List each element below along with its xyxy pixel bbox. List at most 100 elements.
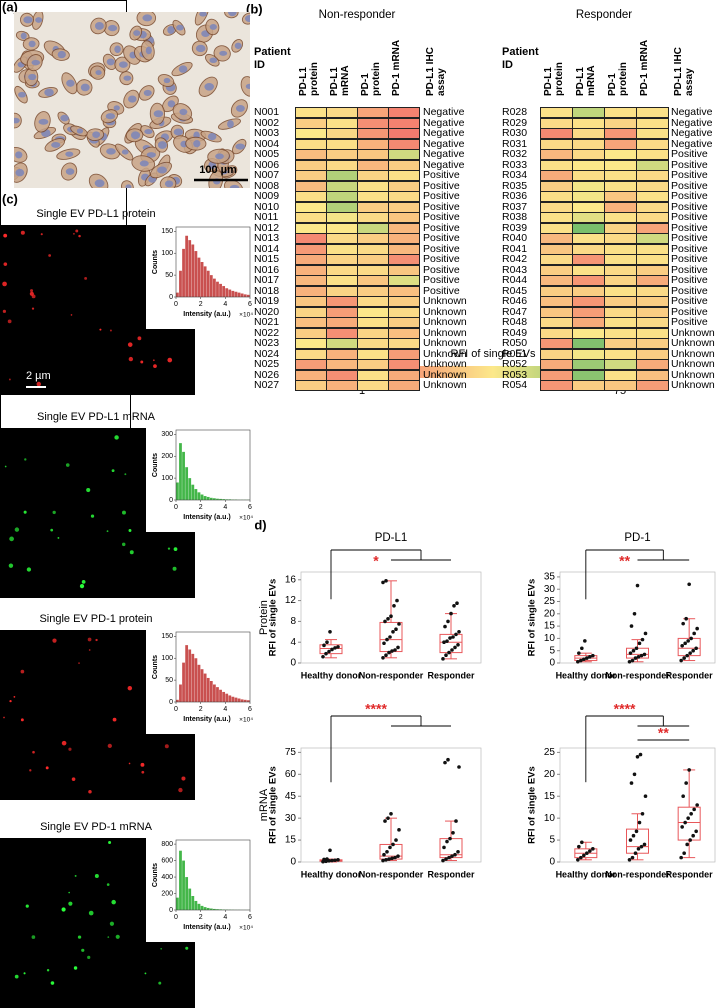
heatmap-cell [388, 107, 420, 119]
panel-label: (b) [246, 1, 263, 16]
heatmap-cell [388, 338, 420, 350]
ev-dot [87, 637, 92, 642]
ev-dot [107, 936, 110, 938]
ev-dot [3, 233, 8, 238]
ev-dot [167, 547, 171, 550]
hist-bar [213, 684, 216, 702]
ihc-status: Unknown [423, 337, 467, 349]
ev-dot [152, 359, 155, 362]
hist-bar [194, 489, 198, 500]
data-point [687, 768, 691, 772]
data-point [441, 657, 445, 661]
ev-dot [57, 536, 60, 539]
heatmap-cell [357, 233, 389, 245]
data-point [684, 781, 688, 785]
ev-dot [25, 904, 29, 908]
data-point [333, 858, 337, 863]
chart-title: PD-1 [624, 532, 650, 544]
y-axis-label: Counts [152, 863, 159, 887]
ihc-status: Positive [671, 242, 708, 255]
hist-bar [228, 695, 232, 702]
patient-id: N025 [254, 358, 280, 370]
data-point [691, 648, 695, 653]
data-point [395, 598, 399, 603]
heatmap-cell [540, 296, 573, 308]
hist-bar [216, 498, 219, 500]
data-point [322, 857, 326, 862]
image-title: Single EV PD-L1 protein [36, 208, 155, 220]
heatmap-cell [388, 348, 420, 360]
ihc-status: Negative [671, 106, 713, 118]
ihc-status: Positive [423, 211, 460, 223]
data-point [447, 855, 451, 860]
heatmap-cell [540, 243, 573, 255]
ev-dot [90, 514, 95, 518]
patient-id: N009 [254, 190, 280, 202]
y-tick-label: 25 [544, 747, 556, 758]
heatmap-cell [636, 317, 669, 329]
ev-dot [78, 234, 81, 238]
x-axis-label: Intensity (a.u.) [183, 311, 230, 318]
ihc-status: Negative [671, 116, 713, 129]
hist-bar [216, 281, 219, 297]
ev-dot [8, 563, 14, 568]
heatmap-cell [604, 359, 637, 371]
hist-bar [191, 653, 195, 702]
data-point [381, 858, 385, 863]
data-point [582, 657, 586, 662]
data-point [457, 765, 461, 769]
data-point [381, 656, 385, 660]
hist-bar [191, 244, 195, 297]
data-point [683, 820, 687, 825]
data-point [681, 794, 685, 799]
ev-dot [40, 233, 43, 236]
data-point [330, 858, 334, 863]
heatmap-cell [540, 338, 573, 350]
y-tick-label: 200 [161, 453, 173, 460]
hist-bar [191, 896, 195, 910]
y-tick-label: 25 [544, 596, 556, 607]
data-point [391, 842, 395, 847]
heatmap-cell [604, 264, 637, 276]
ev-dot [70, 314, 73, 316]
heatmap-cell [540, 107, 573, 119]
data-point [591, 847, 595, 851]
ihc-status: Negative [671, 137, 713, 150]
data-point [642, 842, 647, 847]
data-point [385, 637, 389, 642]
heatmap-cell [295, 254, 327, 266]
heatmap-cell [572, 296, 605, 308]
ev-dot [109, 921, 115, 926]
data-point [382, 852, 386, 857]
y-tick-label: 30 [285, 813, 297, 824]
hist-bar [219, 283, 222, 297]
ev-dot [29, 291, 34, 296]
heatmap-cell [295, 159, 327, 171]
colorbar-title: RFI of single EVs [451, 348, 536, 360]
patient-id: N011 [254, 211, 279, 223]
data-point [382, 641, 386, 646]
heatmap-cell [326, 243, 358, 255]
data-point [397, 622, 401, 626]
row-header: Patient ID [254, 46, 291, 71]
heatmap-cell [357, 254, 389, 266]
x-tick-label: Non-responder [359, 869, 424, 879]
ev-dot [88, 910, 94, 916]
ev-dot [160, 947, 163, 950]
heatmap-cell [357, 264, 389, 276]
nucleus [123, 75, 132, 81]
image-title: Single EV PD-1 mRNA [40, 821, 153, 833]
heatmap-cell [604, 275, 637, 287]
data-point [588, 655, 592, 659]
heatmap-cell [572, 128, 605, 140]
heatmap-cell [572, 149, 605, 161]
heatmap-cell [295, 222, 327, 234]
data-point [582, 853, 586, 858]
patient-id: R040 [502, 232, 528, 244]
y-tick-label: 4 [290, 637, 296, 648]
hist-bar [179, 684, 182, 702]
ev-dot [185, 946, 189, 950]
patient-id: R043 [502, 263, 528, 276]
data-point [685, 653, 689, 658]
data-point [633, 656, 638, 660]
